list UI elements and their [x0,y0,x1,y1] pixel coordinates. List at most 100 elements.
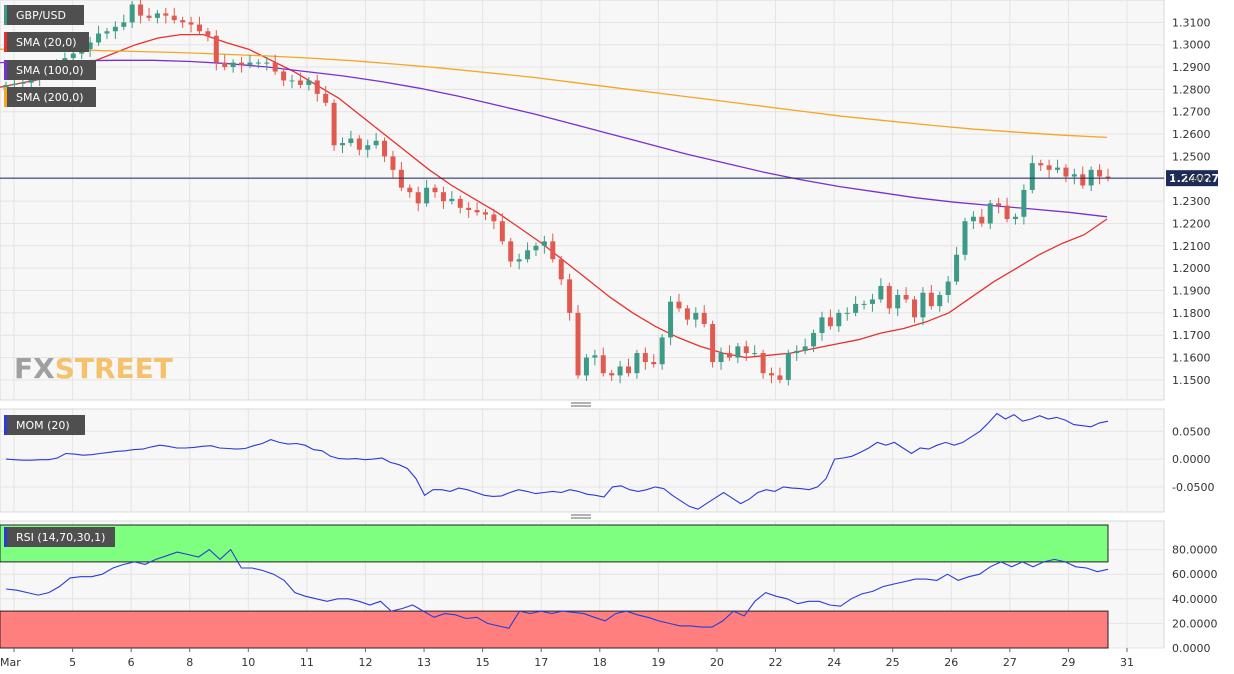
y-tick-label: 0.0500 [1172,425,1211,438]
candle-body [121,22,127,27]
candle-body [996,203,1002,206]
candle-body [407,187,413,193]
candle-body [760,353,766,374]
x-tick-label: 24 [827,656,841,669]
candle-body [70,53,76,59]
candle-body [138,4,144,16]
candle-body [735,346,741,358]
candle-body [701,312,707,325]
x-tick-label: 31 [1120,656,1134,669]
y-axis-main: 1.1500 1.1600 1.1700 1.1800 1.1900 1.2000 1.21… [1172,16,1211,387]
candle-body [382,140,388,157]
svg-text:SMA (200,0): SMA (200,0) [16,91,84,104]
candle-body [508,241,514,262]
panel-splitter-2[interactable] [571,514,591,519]
candle-body [970,216,976,222]
candle-body [979,216,985,224]
x-tick-label: 22 [769,656,783,669]
candle-body [558,259,564,280]
candle-body [541,241,547,246]
y-tick-label: 80.0000 [1172,544,1218,557]
candle-body [188,22,194,25]
legend-mom[interactable]: MOM (20) [4,415,85,435]
y-tick-label: 1.2900 [1172,61,1211,74]
x-tick-label: 26 [944,656,958,669]
y-axis-rsi: 80.0000 60.0000 40.0000 20.0000 0.0000 [1172,544,1218,655]
candle-body [171,15,177,21]
y-tick-label: 60.0000 [1172,568,1218,581]
mom-panel [0,408,1165,513]
x-tick-label: 8 [186,656,193,669]
main-panel [0,0,1165,401]
candle-body [693,312,699,320]
x-axis: Mar 5 6 8 10 11 12 13 15 17 18 19 20 22 24 25 26 27 29 31 [0,648,1134,669]
candle-body [575,312,581,376]
candle-body [424,187,430,204]
svg-text:GBP/USD: GBP/USD [16,9,66,22]
candle-body [853,303,859,313]
candle-body [819,317,825,333]
candle-body [20,82,26,84]
candle-body [255,62,261,64]
candle-body [1004,205,1010,219]
candle-body [272,62,278,72]
candle-body [146,15,152,18]
candle-body [222,62,228,68]
candle-body [777,375,783,380]
candle-body [1097,169,1103,177]
candle-body [954,254,960,282]
legend-sma200[interactable]: SMA (200,0) [4,87,96,107]
sma-line-2 [0,59,1108,218]
candle-body [491,214,497,222]
legend-sma20[interactable]: SMA (20,0) [4,32,89,52]
candle-body [297,80,303,85]
y-tick-label: 40.0000 [1172,593,1218,606]
candle-body [1055,167,1061,170]
candle-body [634,353,640,374]
candle-body [239,62,245,65]
svg-text:MOM (20): MOM (20) [16,419,70,432]
candle-body [281,71,287,81]
candle-body [937,294,943,307]
x-tick-label: 13 [417,656,431,669]
candle-body [339,143,345,146]
candle-body [87,42,93,50]
x-tick-label: 27 [1003,656,1017,669]
candle-body [811,332,817,347]
legend-rsi[interactable]: RSI (14,70,30,1) [4,527,115,547]
candle-body [525,250,531,260]
candle-body [533,245,539,251]
candle-body [457,198,463,208]
candle-body [432,187,438,193]
candle-body [306,80,312,85]
candle-body [912,299,918,318]
y-tick-label: 1.2700 [1172,106,1211,119]
candle-body [617,366,623,376]
candle-body [230,62,236,68]
candle-body [651,362,657,365]
candle-body [356,138,362,150]
candle-body [710,324,716,363]
candle-body [205,31,211,36]
y-tick-label: 0.0000 [1172,642,1211,655]
candle-body [264,62,270,64]
legend-symbol[interactable]: GBP/USD [4,5,84,25]
candle-body [482,212,488,215]
candle-body [331,102,337,146]
x-tick-label: 20 [710,656,724,669]
legend-sma100[interactable]: SMA (100,0) [4,60,96,80]
candle-body [945,281,951,295]
candle-body [289,80,295,82]
candle-body [987,203,993,224]
candle-body [642,353,648,363]
y-tick-label: 1.2300 [1172,195,1211,208]
candle-body [769,373,775,376]
candle-body [365,145,371,150]
y-tick-label: 1.2600 [1172,128,1211,141]
last-price-badge: 1.24027 [1166,170,1219,187]
y-tick-label: 1.2800 [1172,83,1211,96]
x-tick-label: 5 [69,656,76,669]
rsi-line [5,548,1109,629]
panel-splitter-1[interactable] [571,402,591,407]
candle-body [718,353,724,363]
